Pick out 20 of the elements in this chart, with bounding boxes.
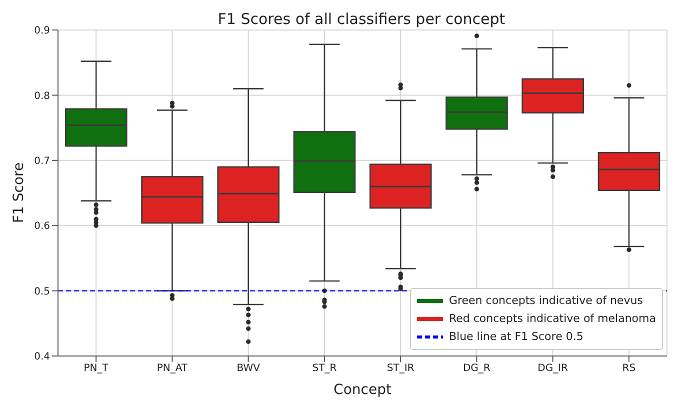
legend-label: Red concepts indicative of melanoma xyxy=(448,311,656,327)
x-tick-label: ST_IR xyxy=(386,363,414,374)
chart-title: F1 Scores of all classifiers per concept xyxy=(218,10,506,28)
y-tick-label: 0.9 xyxy=(34,26,50,37)
y-tick-label: 0.6 xyxy=(34,221,50,232)
x-tick-label: ST_R xyxy=(312,363,337,374)
y-axis-title: F1 Score xyxy=(10,162,27,223)
legend-label: Blue line at F1 Score 0.5 xyxy=(448,329,584,345)
x-tick-label: RS xyxy=(622,363,636,374)
x-tick-label: PN_T xyxy=(84,363,110,374)
x-tick-label: DG_IR xyxy=(538,363,568,374)
x-tick-label: DG_R xyxy=(462,363,490,374)
y-tick-label: 0.8 xyxy=(34,90,50,102)
y-tick-label: 0.5 xyxy=(34,286,50,298)
x-tick-label: BWV xyxy=(236,363,260,374)
x-tick-label: PN_AT xyxy=(156,363,188,374)
y-tick-label: 0.7 xyxy=(34,156,50,167)
y-tick-label: 0.4 xyxy=(34,352,50,363)
x-axis-title: Concept xyxy=(334,382,392,398)
legend-label: Green concepts indicative of nevus xyxy=(448,293,643,309)
